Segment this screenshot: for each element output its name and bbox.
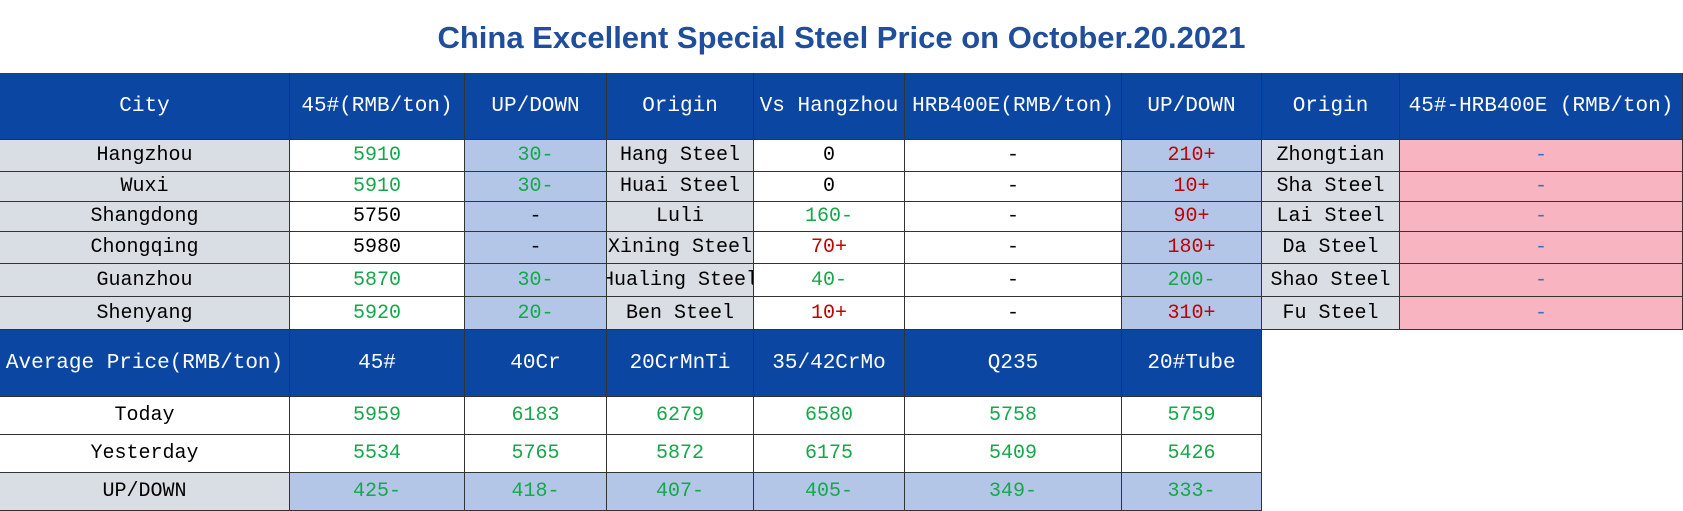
table-cell: Fu Steel xyxy=(1262,297,1400,330)
table-cell: - xyxy=(905,264,1122,297)
table-cell: 5920 xyxy=(290,297,465,330)
table-cell: 5959 xyxy=(290,397,465,435)
table-cell: - xyxy=(1400,172,1683,202)
table-cell: - xyxy=(465,202,607,232)
table-cell: 407- xyxy=(607,473,754,511)
header-cell: Vs Hangzhou xyxy=(754,73,905,140)
table-cell: - xyxy=(905,202,1122,232)
table-cell: 5870 xyxy=(290,264,465,297)
header-cell: 20CrMnTi xyxy=(607,330,754,397)
table-cell: 20- xyxy=(465,297,607,330)
table-cell: Ben Steel xyxy=(607,297,754,330)
table-cell: 180+ xyxy=(1122,232,1262,264)
table-cell: 5759 xyxy=(1122,397,1262,435)
table-cell: Shao Steel xyxy=(1262,264,1400,297)
table-cell: Today xyxy=(0,397,290,435)
table-cell: 349- xyxy=(905,473,1122,511)
table-cell: 5409 xyxy=(905,435,1122,473)
table-cell: 90+ xyxy=(1122,202,1262,232)
table-cell: - xyxy=(1400,297,1683,330)
table-cell: 5910 xyxy=(290,140,465,172)
header-cell: 45#(RMB/ton) xyxy=(290,73,465,140)
table-cell: 40- xyxy=(754,264,905,297)
header-cell: Origin xyxy=(607,73,754,140)
header-cell: Origin xyxy=(1262,73,1400,140)
table-cell: 5765 xyxy=(465,435,607,473)
table-cell: Huai Steel xyxy=(607,172,754,202)
header-cell: UP/DOWN xyxy=(1122,73,1262,140)
table-cell: 5910 xyxy=(290,172,465,202)
header-cell: 35/42CrMo xyxy=(754,330,905,397)
table-cell: 310+ xyxy=(1122,297,1262,330)
header-cell: 45#-HRB400E (RMB/ton) xyxy=(1400,73,1683,140)
table-cell: 210+ xyxy=(1122,140,1262,172)
table-cell: Yesterday xyxy=(0,435,290,473)
table-cell: 70+ xyxy=(754,232,905,264)
table-cell: Luli xyxy=(607,202,754,232)
table-cell: 333- xyxy=(1122,473,1262,511)
table-cell: 5980 xyxy=(290,232,465,264)
header-cell: Q235 xyxy=(905,330,1122,397)
header-cell: UP/DOWN xyxy=(465,73,607,140)
table-cell: 160- xyxy=(754,202,905,232)
table-cell: Guanzhou xyxy=(0,264,290,297)
table-cell: Zhongtian xyxy=(1262,140,1400,172)
table-cell: 6279 xyxy=(607,397,754,435)
table-cell: 418- xyxy=(465,473,607,511)
table-cell: Da Steel xyxy=(1262,232,1400,264)
table-cell: 5426 xyxy=(1122,435,1262,473)
table-cell: 30- xyxy=(465,264,607,297)
header-cell: Average Price(RMB/ton) xyxy=(0,330,290,397)
table-cell: - xyxy=(905,232,1122,264)
table-cell: - xyxy=(905,297,1122,330)
table-cell: Sha Steel xyxy=(1262,172,1400,202)
table-cell: UP/DOWN xyxy=(0,473,290,511)
table-cell: - xyxy=(905,172,1122,202)
header-cell: 45# xyxy=(290,330,465,397)
table-cell: Hualing Steel xyxy=(607,264,754,297)
title: China Excellent Special Steel Price on O… xyxy=(437,20,1246,55)
table-cell: - xyxy=(1400,232,1683,264)
table-cell: Hangzhou xyxy=(0,140,290,172)
header-cell: HRB400E(RMB/ton) xyxy=(905,73,1122,140)
table-cell: Shenyang xyxy=(0,297,290,330)
table-cell: Wuxi xyxy=(0,172,290,202)
table-cell: - xyxy=(465,232,607,264)
table-cell: Hang Steel xyxy=(607,140,754,172)
table-cell: 6580 xyxy=(754,397,905,435)
table-cell: 425- xyxy=(290,473,465,511)
table-cell: 30- xyxy=(465,172,607,202)
table-cell: 0 xyxy=(754,172,905,202)
table-cell: 5750 xyxy=(290,202,465,232)
table-cell: Shangdong xyxy=(0,202,290,232)
header-cell: 40Cr xyxy=(465,330,607,397)
table-cell: 5872 xyxy=(607,435,754,473)
table-cell: - xyxy=(1400,264,1683,297)
table-cell: 5534 xyxy=(290,435,465,473)
table-cell: Xining Steel xyxy=(607,232,754,264)
table-cell: 6175 xyxy=(754,435,905,473)
table-cell: 5758 xyxy=(905,397,1122,435)
table-cell: 405- xyxy=(754,473,905,511)
header-cell: City xyxy=(0,73,290,140)
table-cell: 10+ xyxy=(1122,172,1262,202)
table-cell: - xyxy=(1400,202,1683,232)
table-cell: - xyxy=(905,140,1122,172)
table-cell: Lai Steel xyxy=(1262,202,1400,232)
table-cell: 6183 xyxy=(465,397,607,435)
table-cell: - xyxy=(1400,140,1683,172)
table-cell: 30- xyxy=(465,140,607,172)
table-cell: 10+ xyxy=(754,297,905,330)
header-cell: 20#Tube xyxy=(1122,330,1262,397)
table-cell: Chongqing xyxy=(0,232,290,264)
table-cell: 200- xyxy=(1122,264,1262,297)
table-cell: 0 xyxy=(754,140,905,172)
